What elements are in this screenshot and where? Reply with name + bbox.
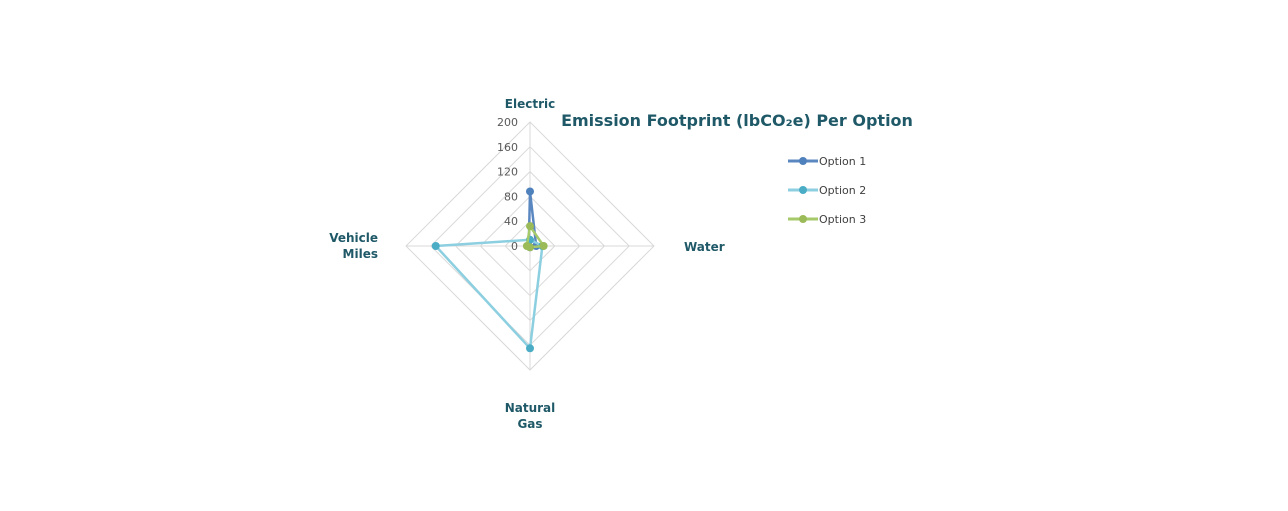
legend-label: Option 1 (819, 155, 866, 168)
chart-title: Emission Footprint (lbCO₂e) Per Option (561, 111, 913, 130)
tick-label: 120 (497, 166, 518, 179)
radial-tick-labels: 0 40 80 120 160 200 (497, 116, 518, 253)
legend: Option 1 Option 2 Option 3 (788, 155, 866, 226)
legend-label: Option 3 (819, 213, 866, 226)
data-point (526, 222, 534, 231)
series-layer (431, 187, 548, 353)
tick-label: 80 (504, 190, 518, 203)
data-point (539, 242, 548, 250)
tick-label: 0 (511, 240, 518, 253)
tick-label: 160 (497, 141, 518, 154)
legend-label: Option 2 (819, 184, 866, 197)
axis-label: Water (684, 240, 725, 254)
axis-label: Natural Gas (505, 401, 556, 431)
axis-label: Vehicle Miles (329, 231, 378, 261)
series-line (434, 238, 544, 350)
data-point (431, 242, 440, 250)
data-point (522, 242, 531, 250)
tick-label: 40 (504, 215, 518, 228)
data-point (526, 187, 534, 196)
category-axis-labels: Electric Water Natural Gas Vehicle Miles (329, 97, 725, 431)
series-2 (431, 235, 547, 353)
legend-marker (799, 215, 807, 223)
series-3 (522, 222, 548, 252)
legend-marker (799, 157, 807, 165)
tick-label: 200 (497, 116, 518, 129)
axis-label: Electric (505, 97, 555, 111)
legend-marker (799, 186, 807, 194)
data-point (526, 344, 534, 353)
